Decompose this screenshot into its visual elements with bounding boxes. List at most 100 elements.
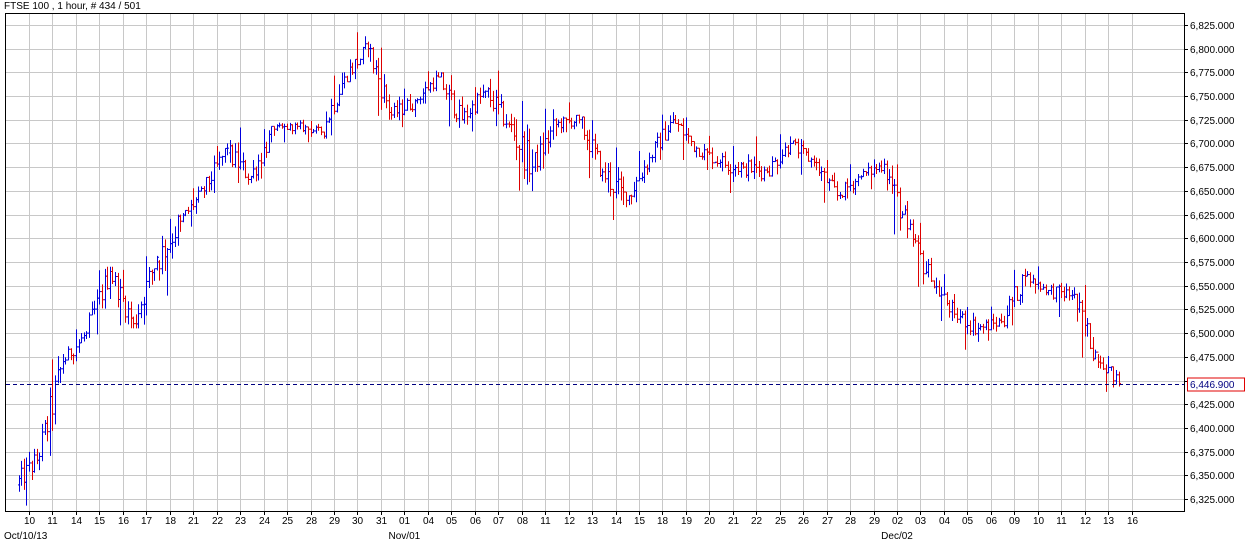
- ohlc-bar: [1008, 295, 1011, 317]
- ohlc-bar: [124, 295, 127, 323]
- ohlc-bar: [552, 109, 555, 140]
- ohlc-bar: [72, 353, 75, 365]
- ohlc-bar: [432, 77, 435, 92]
- ohlc-bar: [875, 163, 878, 175]
- x-tick-label: 22: [751, 516, 763, 527]
- ohlc-bar: [218, 151, 221, 170]
- ohlc-bar: [80, 333, 83, 344]
- ohlc-bar: [1115, 369, 1118, 385]
- ohlc-bar: [411, 103, 414, 112]
- ohlc-bar: [419, 96, 422, 105]
- ohlc-bar: [935, 277, 938, 294]
- x-tick-label: 12: [1080, 516, 1092, 527]
- x-tick-label: 28: [845, 516, 857, 527]
- ohlc-bar: [536, 144, 539, 172]
- ohlc-bar: [265, 141, 268, 158]
- ohlc-bar: [88, 312, 91, 338]
- x-tick-label: 29: [329, 516, 341, 527]
- x-tick-label: 08: [517, 516, 529, 527]
- y-tick-label: 6,475.000: [1190, 353, 1235, 364]
- ohlc-bar: [698, 147, 701, 157]
- ohlc-bar: [1060, 282, 1063, 298]
- ohlc-bar: [1094, 349, 1097, 360]
- ohlc-bar: [771, 156, 774, 177]
- y-tick-label: 6,600.000: [1190, 234, 1235, 245]
- ohlc-bar: [734, 164, 737, 177]
- ohlc-bar: [1086, 318, 1089, 337]
- x-tick-label: 03: [915, 516, 927, 527]
- ohlc-bar: [166, 247, 169, 296]
- x-tick-label: 21: [188, 516, 200, 527]
- ohlc-bar: [1026, 271, 1029, 277]
- ohlc-bar: [140, 301, 143, 319]
- ohlc-bar: [1039, 281, 1042, 292]
- ohlc-bar: [51, 359, 54, 431]
- ohlc-bar: [604, 162, 607, 183]
- ohlc-bar: [820, 166, 823, 181]
- ohlc-bar: [729, 164, 732, 193]
- ohlc-bar: [909, 219, 912, 231]
- ohlc-bar: [531, 149, 534, 192]
- ohlc-bar: [364, 36, 367, 50]
- ohlc-bar: [1016, 286, 1019, 302]
- ohlc-bar: [760, 166, 763, 182]
- ohlc-bar: [1078, 292, 1081, 313]
- ohlc-bar: [291, 124, 294, 135]
- y-tick-label: 6,750.000: [1190, 92, 1235, 103]
- x-tick-label: 11: [540, 516, 551, 527]
- ohlc-bar: [307, 126, 310, 143]
- ohlc-bar: [304, 124, 307, 135]
- x-tick-label: 02: [892, 516, 904, 527]
- ohlc-bar: [625, 191, 628, 208]
- ohlc-bar: [1065, 283, 1068, 299]
- ohlc-bar: [893, 178, 896, 235]
- ohlc-bar: [565, 117, 568, 133]
- ohlc-bar: [398, 96, 401, 121]
- ohlc-bar: [651, 154, 654, 163]
- ohlc-bar: [823, 167, 826, 203]
- ohlc-bar: [956, 307, 959, 324]
- ohlc-bar: [622, 176, 625, 205]
- ohlc-bar: [226, 143, 229, 156]
- ohlc-bar: [755, 136, 758, 173]
- ohlc-bar: [1081, 299, 1084, 358]
- ohlc-bar: [484, 90, 487, 99]
- ohlc-bar: [1107, 356, 1110, 374]
- ohlc-bar: [393, 102, 396, 118]
- ohlc-bar: [377, 57, 380, 116]
- x-tick-label: 06: [986, 516, 998, 527]
- ohlc-bar: [210, 171, 213, 191]
- ohlc-bar: [961, 311, 964, 319]
- ohlc-bar: [197, 186, 200, 203]
- ohlc-bar: [836, 181, 839, 201]
- ohlc-bar: [403, 88, 406, 116]
- y-tick-label: 6,625.000: [1190, 211, 1235, 222]
- ohlc-bar: [763, 166, 766, 182]
- y-tick-label: 6,550.000: [1190, 282, 1235, 293]
- x-tick-label: 20: [704, 516, 716, 527]
- x-tick-label: 18: [165, 516, 177, 527]
- y-tick-label: 6,800.000: [1190, 45, 1235, 56]
- y-tick-label: 6,400.000: [1190, 424, 1235, 435]
- ohlc-bar: [114, 271, 117, 287]
- ohlc-bar: [643, 160, 646, 183]
- ohlc-bar: [1013, 269, 1016, 307]
- y-tick-label: 6,425.000: [1190, 400, 1235, 411]
- ohlc-bar: [234, 143, 237, 168]
- x-major-label: Nov/01: [389, 531, 421, 542]
- x-tick-label: 05: [446, 516, 458, 527]
- ohlc-bar: [612, 188, 615, 221]
- ohlc-bar: [570, 117, 573, 129]
- x-tick-label: 11: [1056, 516, 1067, 527]
- ohlc-bar: [346, 75, 349, 83]
- ohlc-bar: [502, 100, 505, 127]
- ohlc-bar: [635, 176, 638, 203]
- ohlc-bar: [273, 125, 276, 136]
- ohlc-bar: [995, 316, 998, 332]
- ohlc-bar: [137, 304, 140, 329]
- ohlc-bar: [690, 135, 693, 147]
- ohlc-bar: [283, 123, 286, 143]
- ohlc-bar: [406, 98, 409, 111]
- ohlc-bar: [1068, 286, 1071, 301]
